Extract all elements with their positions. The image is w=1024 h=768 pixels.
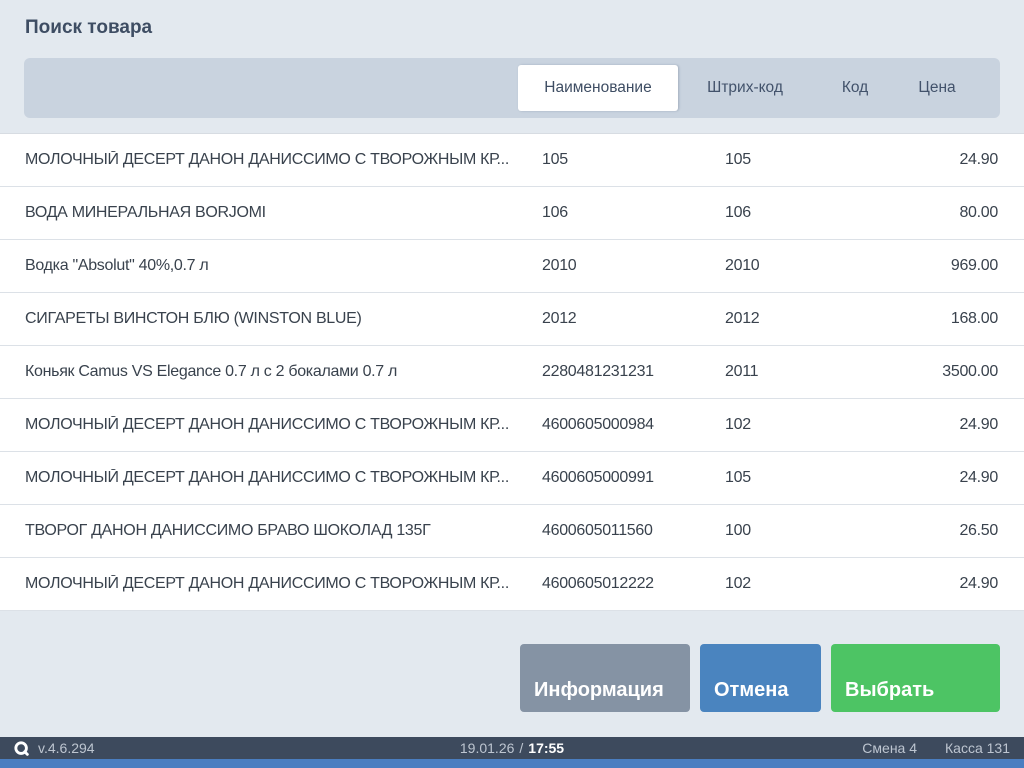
product-price-cell: 80.00	[959, 204, 998, 221]
product-price-cell: 969.00	[950, 257, 998, 274]
product-barcode-cell: 2280481231231	[542, 363, 654, 380]
app-logo-icon	[14, 740, 29, 756]
product-barcode-cell: 4600605011560	[542, 522, 653, 539]
product-barcode-cell: 4600605000984	[542, 416, 654, 433]
page-title: Поиск товара	[25, 17, 153, 38]
product-name-cell: МОЛОЧНЫЙ ДЕСЕРТ ДАНОН ДАНИССИМО С ТВОРОЖ…	[25, 575, 509, 592]
product-price-cell: 24.90	[959, 469, 998, 486]
product-code-cell: 102	[725, 416, 751, 433]
tab-name[interactable]: Наименование	[518, 65, 678, 111]
product-code-cell: 106	[725, 204, 751, 221]
product-barcode-cell: 106	[542, 204, 568, 221]
register-label: Касса 131	[945, 740, 1010, 756]
shift-label: Смена 4	[862, 740, 918, 756]
product-name-cell: ВОДА МИНЕРАЛЬНАЯ BORJOMI	[25, 204, 266, 221]
table-row[interactable]: МОЛОЧНЫЙ ДЕСЕРТ ДАНОН ДАНИССИМО С ТВОРОЖ…	[0, 558, 1024, 611]
product-code-cell: 105	[725, 469, 751, 486]
product-name-cell: СИГАРЕТЫ ВИНСТОН БЛЮ (WINSTON BLUE)	[25, 310, 362, 327]
table-row[interactable]: ТВОРОГ ДАНОН ДАНИССИМО БРАВО ШОКОЛАД 135…	[0, 505, 1024, 558]
product-code-cell: 2010	[725, 257, 760, 274]
product-barcode-cell: 4600605000991	[542, 469, 654, 486]
bottom-accent-strip	[0, 759, 1024, 768]
table-row[interactable]: СИГАРЕТЫ ВИНСТОН БЛЮ (WINSTON BLUE) 2012…	[0, 293, 1024, 346]
table-row[interactable]: ВОДА МИНЕРАЛЬНАЯ BORJOMI 106 106 80.00	[0, 187, 1024, 240]
time-label: 17:55	[528, 740, 565, 756]
product-table: МОЛОЧНЫЙ ДЕСЕРТ ДАНОН ДАНИССИМО С ТВОРОЖ…	[0, 133, 1024, 611]
product-price-cell: 26.50	[959, 522, 998, 539]
product-name-cell: Коньяк Camus VS Elegance 0.7 л с 2 бокал…	[25, 363, 398, 380]
table-row[interactable]: Водка "Absolut" 40%,0.7 л 2010 2010 969.…	[0, 240, 1024, 293]
product-name-cell: ТВОРОГ ДАНОН ДАНИССИМО БРАВО ШОКОЛАД 135…	[25, 522, 431, 539]
product-name-cell: Водка "Absolut" 40%,0.7 л	[25, 257, 209, 274]
tab-barcode[interactable]: Штрих-код	[707, 79, 783, 96]
product-code-cell: 2011	[725, 363, 759, 380]
product-price-cell: 24.90	[959, 151, 998, 168]
version-label: v.4.6.294	[38, 740, 95, 756]
select-button[interactable]: Выбрать	[831, 644, 1000, 712]
product-price-cell: 24.90	[959, 416, 998, 433]
search-tab-bar: Наименование Штрих-код Код Цена	[24, 58, 1000, 118]
product-price-cell: 3500.00	[942, 363, 998, 380]
table-row[interactable]: МОЛОЧНЫЙ ДЕСЕРТ ДАНОН ДАНИССИМО С ТВОРОЖ…	[0, 134, 1024, 187]
product-code-cell: 105	[725, 151, 751, 168]
table-row[interactable]: МОЛОЧНЫЙ ДЕСЕРТ ДАНОН ДАНИССИМО С ТВОРОЖ…	[0, 452, 1024, 505]
product-barcode-cell: 105	[542, 151, 568, 168]
product-code-cell: 100	[725, 522, 751, 539]
tab-code[interactable]: Код	[841, 79, 869, 96]
product-price-cell: 168.00	[950, 310, 998, 327]
date-label: 19.01.26	[459, 740, 515, 756]
product-barcode-cell: 2012	[542, 310, 577, 327]
table-row[interactable]: МОЛОЧНЫЙ ДЕСЕРТ ДАНОН ДАНИССИМО С ТВОРОЖ…	[0, 399, 1024, 452]
product-code-cell: 102	[725, 575, 751, 592]
info-button[interactable]: Информация	[520, 644, 690, 712]
table-row[interactable]: Коньяк Camus VS Elegance 0.7 л с 2 бокал…	[0, 346, 1024, 399]
datetime-separator: /	[519, 740, 524, 756]
status-bar: v.4.6.294 19.01.26 / 17:55 Смена 4 Касса…	[0, 737, 1024, 759]
product-name-cell: МОЛОЧНЫЙ ДЕСЕРТ ДАНОН ДАНИССИМО С ТВОРОЖ…	[25, 151, 509, 168]
tab-price[interactable]: Цена	[918, 79, 956, 96]
product-barcode-cell: 4600605012222	[542, 575, 654, 592]
product-code-cell: 2012	[725, 310, 760, 327]
cancel-button[interactable]: Отмена	[700, 644, 821, 712]
datetime: 19.01.26 / 17:55	[460, 737, 564, 759]
product-price-cell: 24.90	[959, 575, 998, 592]
product-name-cell: МОЛОЧНЫЙ ДЕСЕРТ ДАНОН ДАНИССИМО С ТВОРОЖ…	[25, 469, 509, 486]
product-name-cell: МОЛОЧНЫЙ ДЕСЕРТ ДАНОН ДАНИССИМО С ТВОРОЖ…	[25, 416, 509, 433]
product-barcode-cell: 2010	[542, 257, 577, 274]
